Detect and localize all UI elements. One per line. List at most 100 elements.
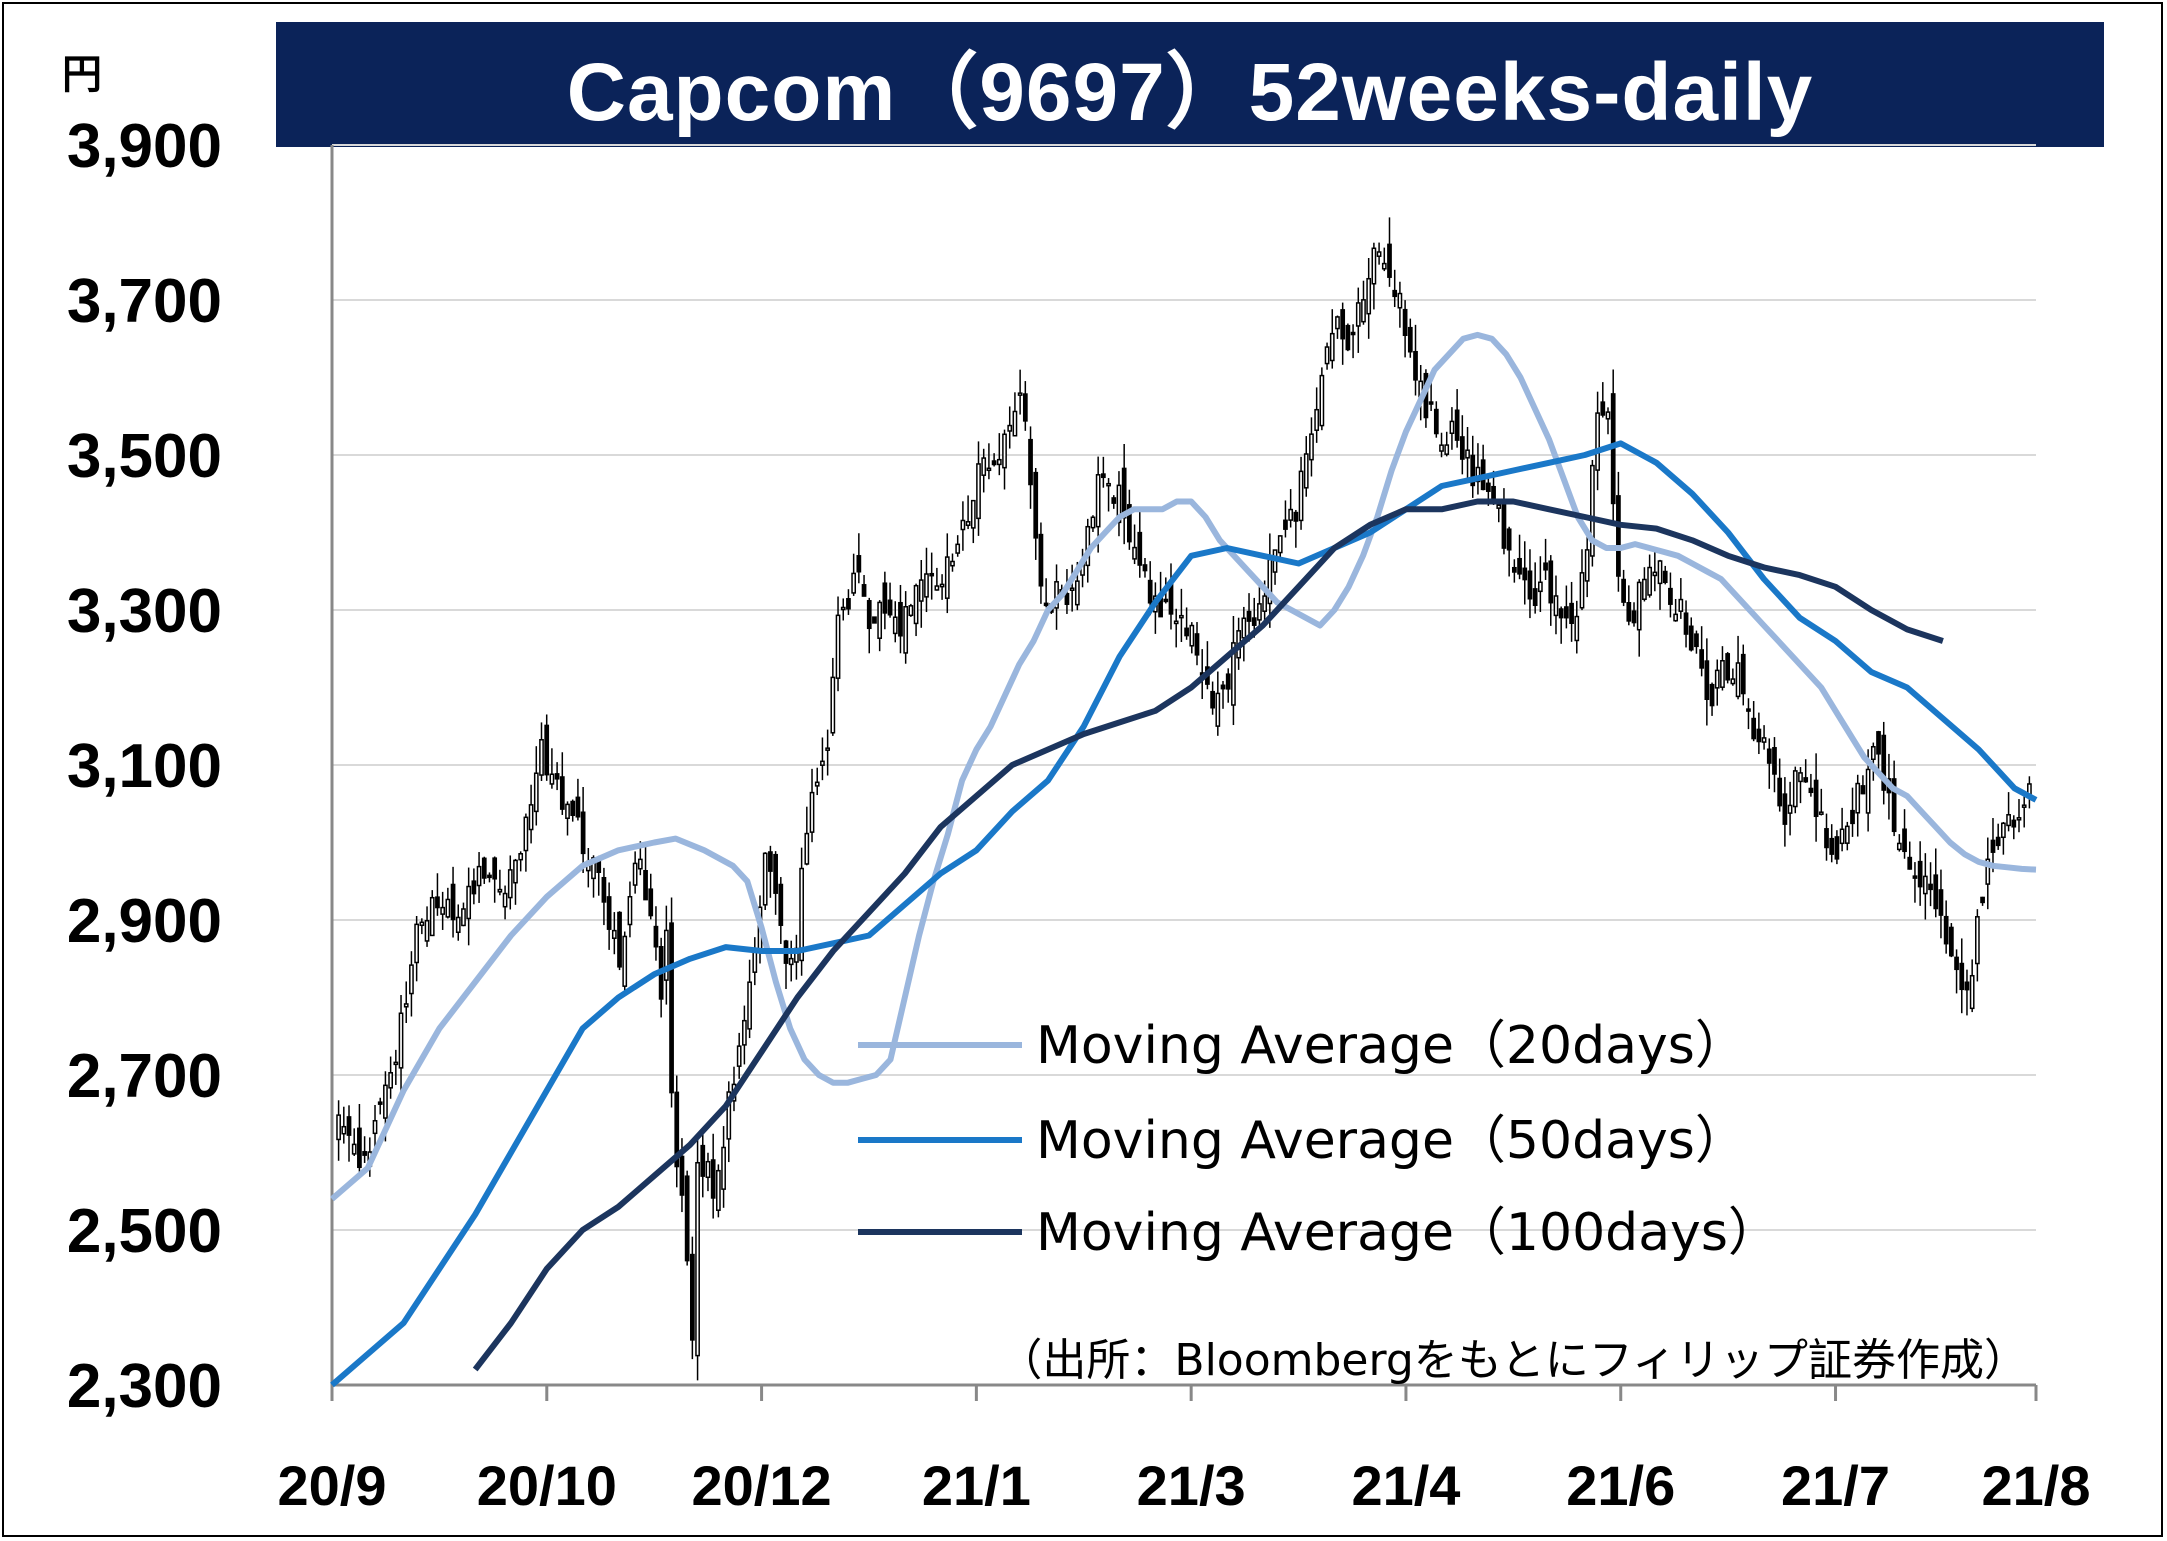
candle-body [1746, 708, 1751, 712]
candle-body [1517, 557, 1522, 575]
candle-body [481, 857, 487, 879]
y-tick-label: 3,100 [67, 732, 222, 801]
candle-body [1106, 482, 1111, 487]
candle-body [1303, 453, 1309, 489]
y-axis-unit: 円 [62, 53, 102, 97]
candle-body [1475, 466, 1481, 483]
candle-body [830, 676, 836, 734]
candle-body [835, 614, 841, 679]
candle-body [1366, 277, 1372, 315]
y-tick-label: 3,700 [67, 267, 222, 336]
candle-body [1787, 804, 1793, 814]
candle-body [575, 796, 581, 818]
candle-body [1704, 660, 1710, 701]
candle-body [1636, 581, 1642, 631]
candle-body [1173, 620, 1179, 625]
candle-body [1912, 875, 1918, 879]
price-candles [336, 217, 2032, 1381]
candle-body [1090, 516, 1096, 529]
candle-body [1439, 444, 1444, 452]
moving-average-lines [330, 331, 2038, 1388]
candle-body [1683, 612, 1689, 635]
candle-body [1095, 474, 1101, 528]
candle-body [2011, 819, 2017, 828]
candle-body [1662, 570, 1668, 584]
candle-body [825, 747, 831, 751]
candle-body [1668, 587, 1673, 605]
ma20-line [330, 331, 2037, 1202]
candle-body [476, 865, 482, 887]
candle-body [383, 1084, 388, 1119]
candle-body [705, 1160, 711, 1179]
candle-body [450, 883, 456, 921]
legend: Moving Average（20days） Moving Average（50d… [858, 1016, 1780, 1263]
candle-body [627, 895, 633, 926]
x-tick-label: 21/4 [1351, 1454, 1460, 1517]
candle-body [851, 572, 857, 594]
candle-body [1870, 746, 1876, 761]
candle-body [424, 919, 430, 942]
candle-body [752, 951, 758, 973]
candle-body [1376, 251, 1382, 257]
candle-body [1928, 883, 1933, 891]
candle-body [1673, 613, 1679, 622]
candle-body [663, 929, 669, 981]
candle-body [1033, 471, 1039, 539]
candle-body [934, 585, 940, 591]
candle-body [648, 888, 654, 917]
candle-body [1818, 811, 1824, 815]
candle-body [1319, 374, 1325, 427]
candle-body [762, 852, 768, 906]
candle-body [913, 584, 919, 625]
candle-body [674, 1091, 680, 1168]
x-tick-labels: 20/9 20/10 20/12 21/1 21/3 21/4 21/6 21/7 21/8 [278, 1454, 2091, 1517]
candle-body [487, 874, 492, 879]
candle-body [611, 929, 617, 939]
candle-body [1470, 454, 1476, 487]
source-note: （出所：Bloombergをもとにフィリップ証券作成） [998, 1335, 2028, 1386]
candle-body [970, 499, 976, 529]
candle-body [877, 601, 883, 639]
candle-body [1574, 615, 1580, 642]
candle-body [1980, 896, 1985, 904]
x-tick-label: 20/10 [477, 1454, 617, 1517]
candle-body [351, 1143, 357, 1155]
candle-body [1371, 247, 1377, 285]
candle-body [637, 858, 643, 870]
candle-body [955, 543, 961, 554]
x-tick-label: 21/3 [1137, 1454, 1246, 1517]
candle-body [1569, 602, 1574, 625]
candle-body [1449, 420, 1455, 435]
candle-body [1381, 262, 1387, 270]
candle-body [1766, 748, 1772, 764]
candle-body [393, 1061, 399, 1066]
candle-body [1069, 587, 1075, 591]
candle-body [1340, 309, 1346, 340]
candle-body [440, 906, 446, 915]
candle-body [414, 923, 420, 964]
candle-body [856, 555, 862, 573]
candle-body [1985, 858, 1991, 885]
candle-body [533, 772, 539, 813]
candle-body [653, 925, 659, 948]
candle-body [1251, 617, 1257, 626]
candle-body [1782, 793, 1788, 825]
candle-body [1917, 860, 1923, 888]
candle-body [1740, 653, 1746, 695]
candle-body [976, 463, 981, 520]
candle-body [814, 781, 820, 787]
candle-body [1735, 662, 1741, 698]
candle-body [1350, 331, 1356, 336]
candle-body [1813, 779, 1819, 818]
candle-body [1465, 449, 1470, 459]
candle-body [908, 605, 914, 617]
candle-body [2001, 822, 2006, 839]
candle-body [1288, 508, 1294, 521]
candle-body [1865, 768, 1871, 814]
candle-body [1038, 533, 1044, 587]
y-tick-label: 2,300 [67, 1352, 222, 1421]
candle-body [336, 1114, 341, 1141]
candle-body [820, 760, 825, 766]
candle-body [1558, 608, 1564, 619]
candle-body [768, 851, 773, 872]
